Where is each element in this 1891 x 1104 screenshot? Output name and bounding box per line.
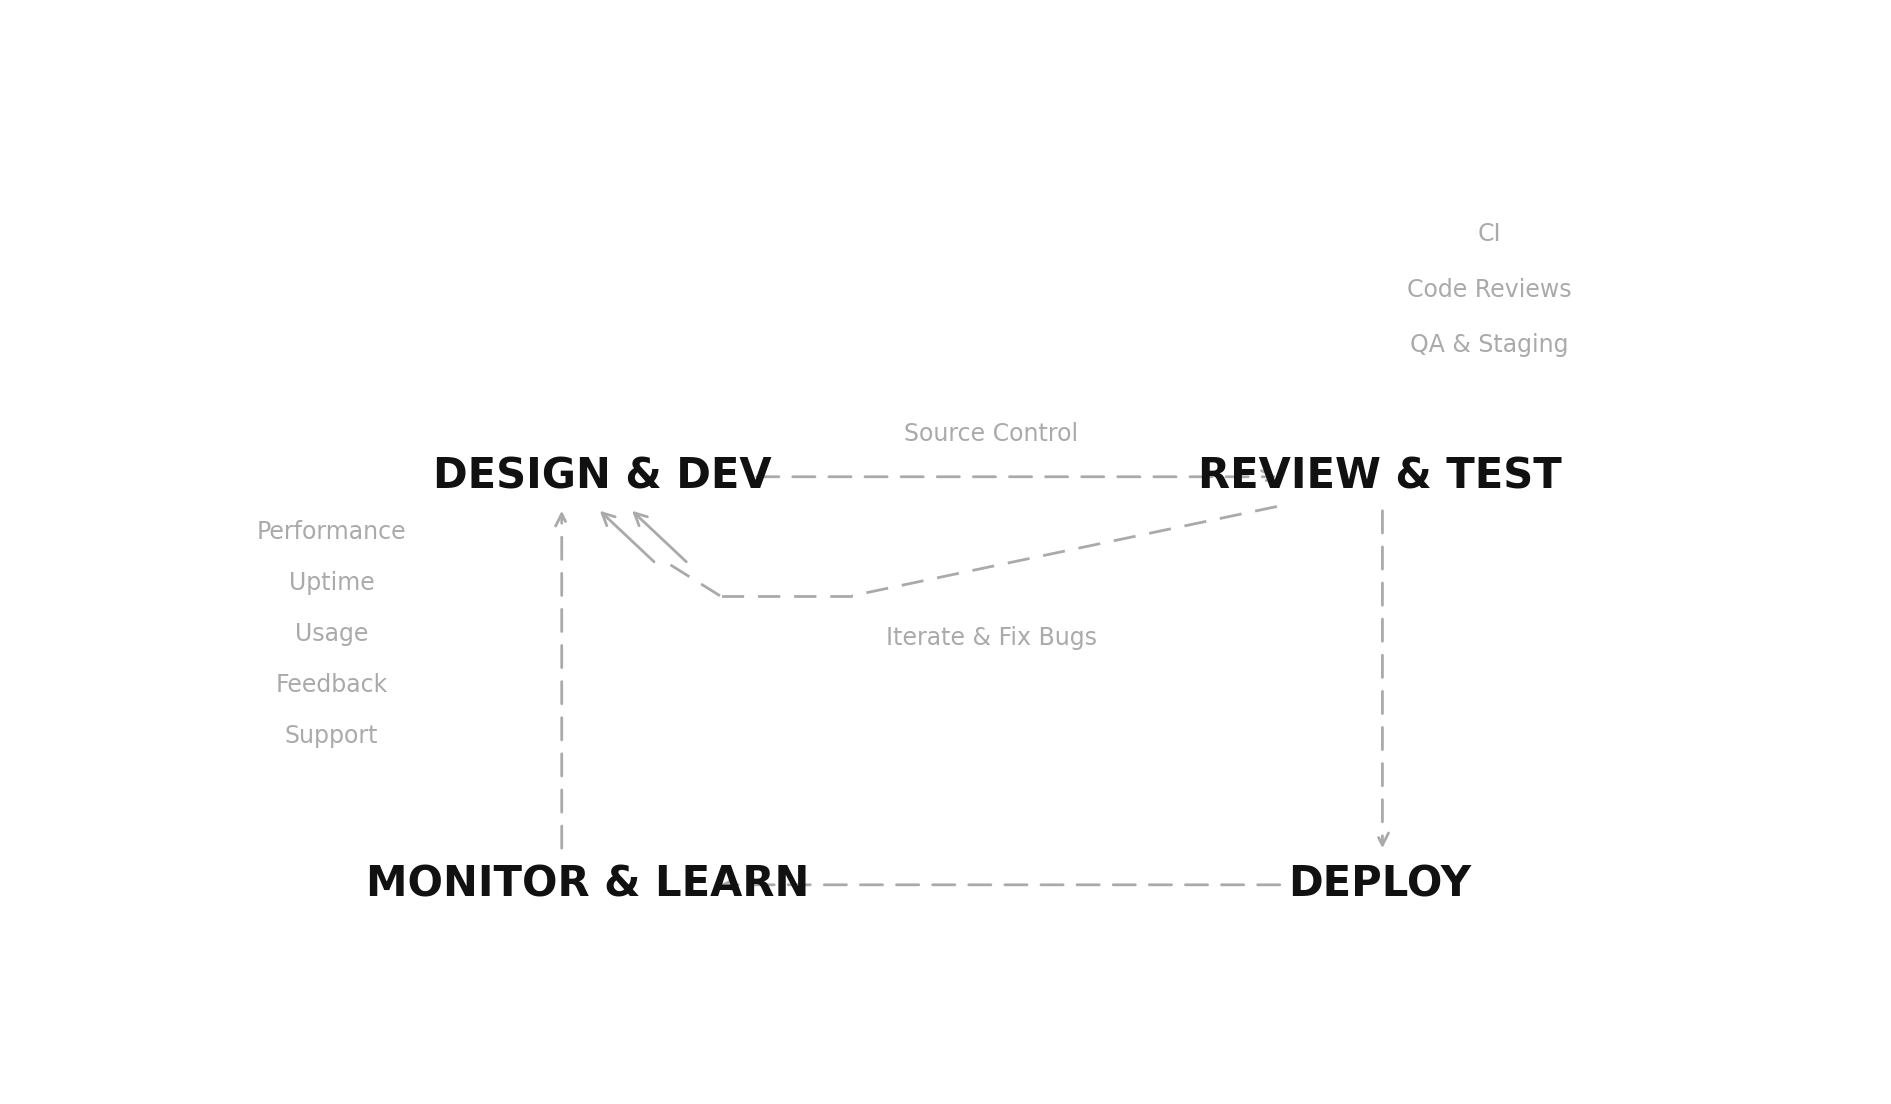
Text: Uptime: Uptime xyxy=(289,571,374,595)
Text: DEPLOY: DEPLOY xyxy=(1288,863,1471,905)
Text: REVIEW & TEST: REVIEW & TEST xyxy=(1197,456,1562,498)
Text: Code Reviews: Code Reviews xyxy=(1407,278,1571,301)
Text: Feedback: Feedback xyxy=(276,673,388,697)
Text: Iterate & Fix Bugs: Iterate & Fix Bugs xyxy=(885,626,1097,650)
Text: MONITOR & LEARN: MONITOR & LEARN xyxy=(367,863,809,905)
Text: Source Control: Source Control xyxy=(904,422,1078,446)
Text: Usage: Usage xyxy=(295,622,369,646)
Text: Support: Support xyxy=(286,724,378,749)
Text: Performance: Performance xyxy=(257,520,407,544)
Text: DESIGN & DEV: DESIGN & DEV xyxy=(433,456,772,498)
Text: CI: CI xyxy=(1477,223,1501,246)
Text: QA & Staging: QA & Staging xyxy=(1411,333,1570,357)
